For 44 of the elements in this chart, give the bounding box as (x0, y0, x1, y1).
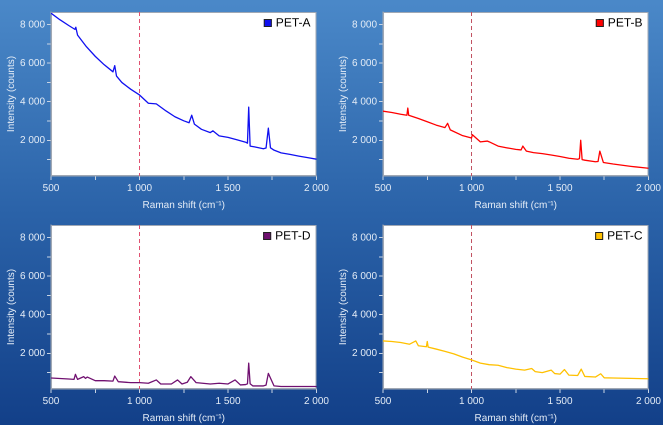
y-tick-label: 6 000 (20, 58, 46, 69)
y-axis-title: Intensity (counts) (338, 268, 349, 346)
legend-label: PET-D (275, 228, 311, 242)
x-tick-label: 500 (42, 182, 60, 194)
x-axis-title: Raman shift (cm⁻¹) (474, 200, 557, 211)
legend-label: PET-A (276, 15, 310, 30)
x-axis-title: Raman shift (cm⁻¹) (474, 412, 557, 424)
x-tick-label: 2 000 (636, 182, 662, 194)
y-tick-label: 2 000 (20, 348, 46, 360)
y-tick-label: 4 000 (20, 96, 46, 108)
legend-label: PET-B (608, 15, 642, 30)
y-tick-label: 8 000 (352, 19, 378, 30)
y-tick-label: 2 000 (352, 135, 378, 146)
x-tick-label: 1 000 (126, 396, 152, 407)
x-tick-label: 1 000 (126, 182, 152, 194)
x-tick-label: 2 000 (304, 182, 330, 194)
x-tick-label: 1 000 (458, 182, 484, 194)
y-axis-title: Intensity (counts) (6, 268, 17, 346)
y-tick-label: 4 000 (352, 96, 378, 108)
y-tick-label: 6 000 (352, 58, 378, 69)
x-tick-label: 1 000 (458, 396, 484, 407)
y-tick-label: 6 000 (20, 270, 46, 282)
y-tick-label: 4 000 (352, 309, 378, 320)
y-tick-label: 4 000 (20, 309, 46, 320)
legend-label: PET-C (607, 228, 643, 242)
x-tick-label: 1 500 (215, 182, 241, 194)
x-tick-label: 2 000 (636, 396, 662, 407)
x-tick-label: 500 (42, 396, 60, 407)
x-tick-label: 1 500 (215, 396, 241, 407)
x-tick-label: 1 500 (547, 396, 573, 407)
y-tick-label: 6 000 (352, 270, 378, 282)
y-tick-label: 8 000 (20, 232, 46, 244)
y-tick-label: 2 000 (352, 348, 378, 360)
y-tick-label: 8 000 (352, 232, 378, 244)
y-tick-label: 2 000 (20, 135, 46, 146)
x-axis-title: Raman shift (cm⁻¹) (142, 412, 225, 424)
x-tick-label: 2 000 (304, 396, 330, 407)
x-tick-label: 500 (374, 396, 392, 407)
y-axis-title: Intensity (counts) (338, 56, 349, 132)
y-axis-title: Intensity (counts) (6, 56, 17, 132)
x-axis-title: Raman shift (cm⁻¹) (142, 200, 225, 211)
x-tick-label: 500 (374, 182, 392, 194)
x-tick-label: 1 500 (547, 182, 573, 194)
y-tick-label: 8 000 (20, 19, 46, 30)
